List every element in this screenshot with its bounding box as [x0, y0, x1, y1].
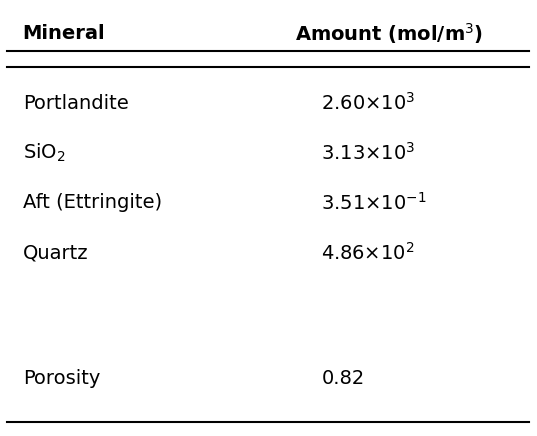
- Text: Aft (Ettringite): Aft (Ettringite): [23, 193, 162, 212]
- Text: Quartz: Quartz: [23, 243, 89, 262]
- Text: 3.13×10$^3$: 3.13×10$^3$: [322, 142, 416, 164]
- Text: SiO$_2$: SiO$_2$: [23, 142, 66, 164]
- Text: 2.60×10$^3$: 2.60×10$^3$: [322, 92, 416, 114]
- Text: 3.51×10$^{-1}$: 3.51×10$^{-1}$: [322, 192, 427, 214]
- Text: Porosity: Porosity: [23, 369, 100, 388]
- Text: Portlandite: Portlandite: [23, 94, 128, 112]
- Text: 4.86×10$^2$: 4.86×10$^2$: [322, 242, 415, 264]
- Text: Amount (mol/m$^3$): Amount (mol/m$^3$): [295, 21, 483, 46]
- Text: 0.82: 0.82: [322, 369, 365, 388]
- Text: Mineral: Mineral: [23, 24, 105, 43]
